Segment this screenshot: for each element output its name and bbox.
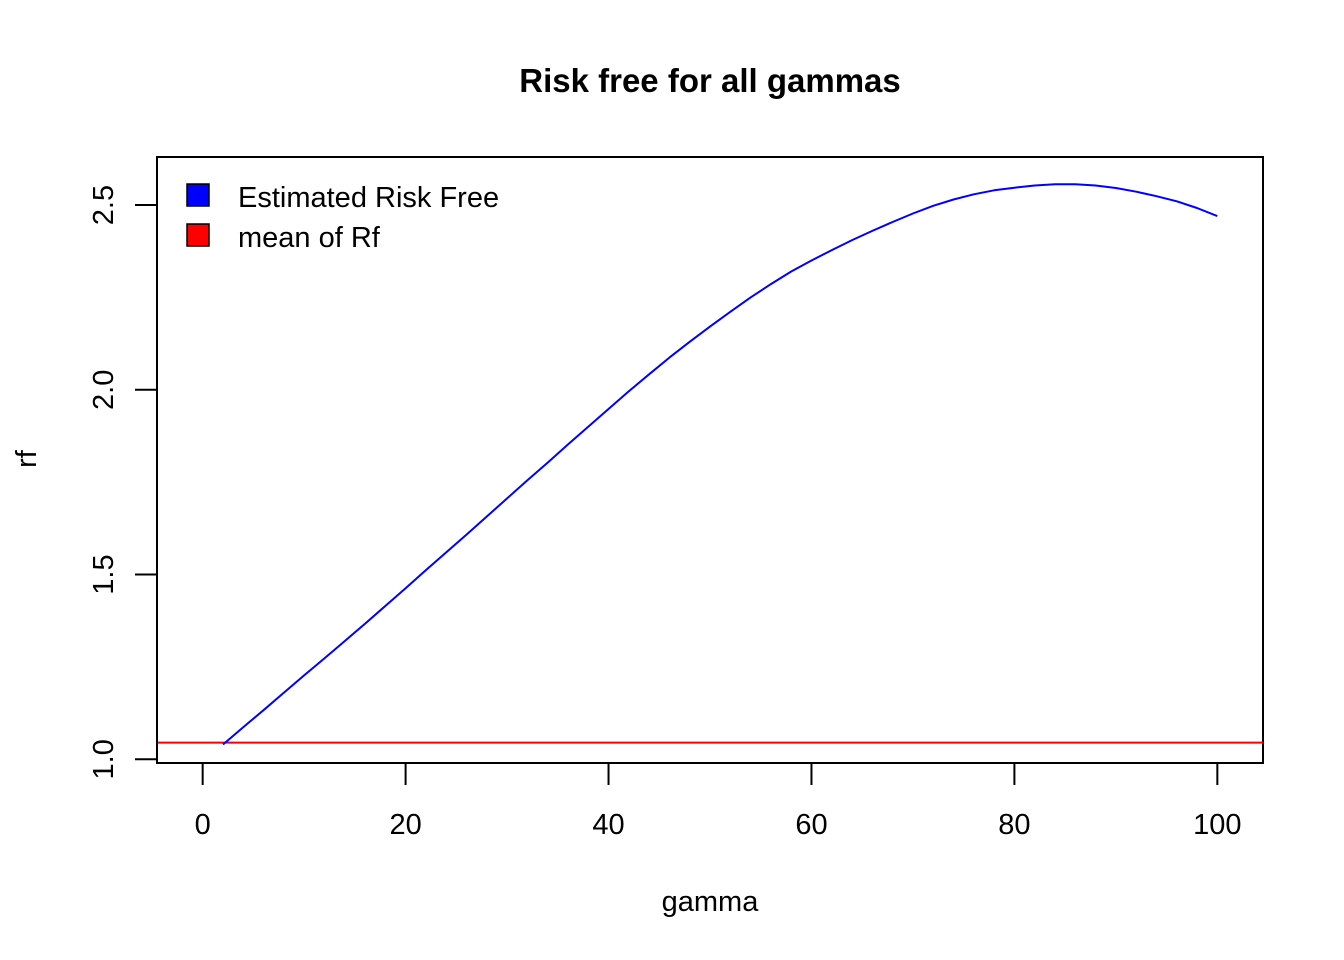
data-point [628,390,630,392]
data-point [953,198,955,200]
data-point [689,341,691,343]
data-point [263,709,265,711]
y-axis: 1.0 1.5 2.0 2.5 [88,185,158,779]
data-point [344,640,346,642]
data-point [405,587,407,589]
data-point [445,551,447,553]
x-tick-label: 60 [795,809,827,841]
y-tick-label: 1.5 [88,554,120,594]
data-point [668,357,670,359]
data-point [1176,200,1178,202]
x-tick-label: 100 [1193,809,1241,841]
data-point [1216,215,1218,217]
x-axis-label: gamma [662,886,760,918]
data-point [1115,187,1117,189]
legend-label-mean-of-rf: mean of Rf [238,222,381,254]
data-point [729,311,731,313]
y-axis-label: rf [11,449,43,468]
data-point [283,692,285,694]
data-point [526,479,528,481]
data-point [465,534,467,536]
series-points [222,183,1218,745]
data-point [608,408,610,410]
data-point [709,326,711,328]
estimated-risk-free-line [222,183,1218,746]
data-point [1095,184,1097,186]
data-point [892,221,894,223]
x-tick-label: 20 [389,809,421,841]
data-point [973,193,975,195]
x-axis: 0 20 40 60 80 100 [195,762,1242,841]
data-point [750,296,752,298]
x-tick-label: 0 [195,809,211,841]
legend-swatch-estimated-risk-free [186,183,210,207]
data-point [1155,195,1157,197]
data-point [770,283,772,285]
legend: Estimated Risk Free mean of Rf [186,182,499,254]
data-point [790,271,792,273]
data-point [303,674,305,676]
data-point [323,657,325,659]
data-point [871,230,873,232]
y-tick-label: 2.0 [88,370,120,410]
data-point [486,516,488,518]
data-point [1034,184,1036,186]
data-point [1135,191,1137,193]
x-tick-label: 80 [998,809,1030,841]
data-point [912,213,914,215]
data-point [648,373,650,375]
data-point [993,189,995,191]
data-point [425,569,427,571]
data-point [567,443,569,445]
legend-label-estimated-risk-free: Estimated Risk Free [238,182,499,214]
data-point [851,239,853,241]
data-point [831,249,833,251]
data-point [364,623,366,625]
data-point [1074,183,1076,185]
data-point [547,462,549,464]
data-point [1196,207,1198,209]
x-tick-label: 40 [592,809,624,841]
data-point [384,605,386,607]
data-point [1013,187,1015,189]
data-point [587,426,589,428]
data-point [1054,183,1056,185]
data-point [932,205,934,207]
y-tick-label: 2.5 [88,185,120,225]
y-tick-label: 1.0 [88,739,120,779]
data-point [506,497,508,499]
data-point [810,259,812,261]
legend-swatch-mean-of-rf [186,223,210,247]
data-point [222,744,224,746]
chart-title: Risk free for all gammas [519,62,901,99]
data-point [242,726,244,728]
